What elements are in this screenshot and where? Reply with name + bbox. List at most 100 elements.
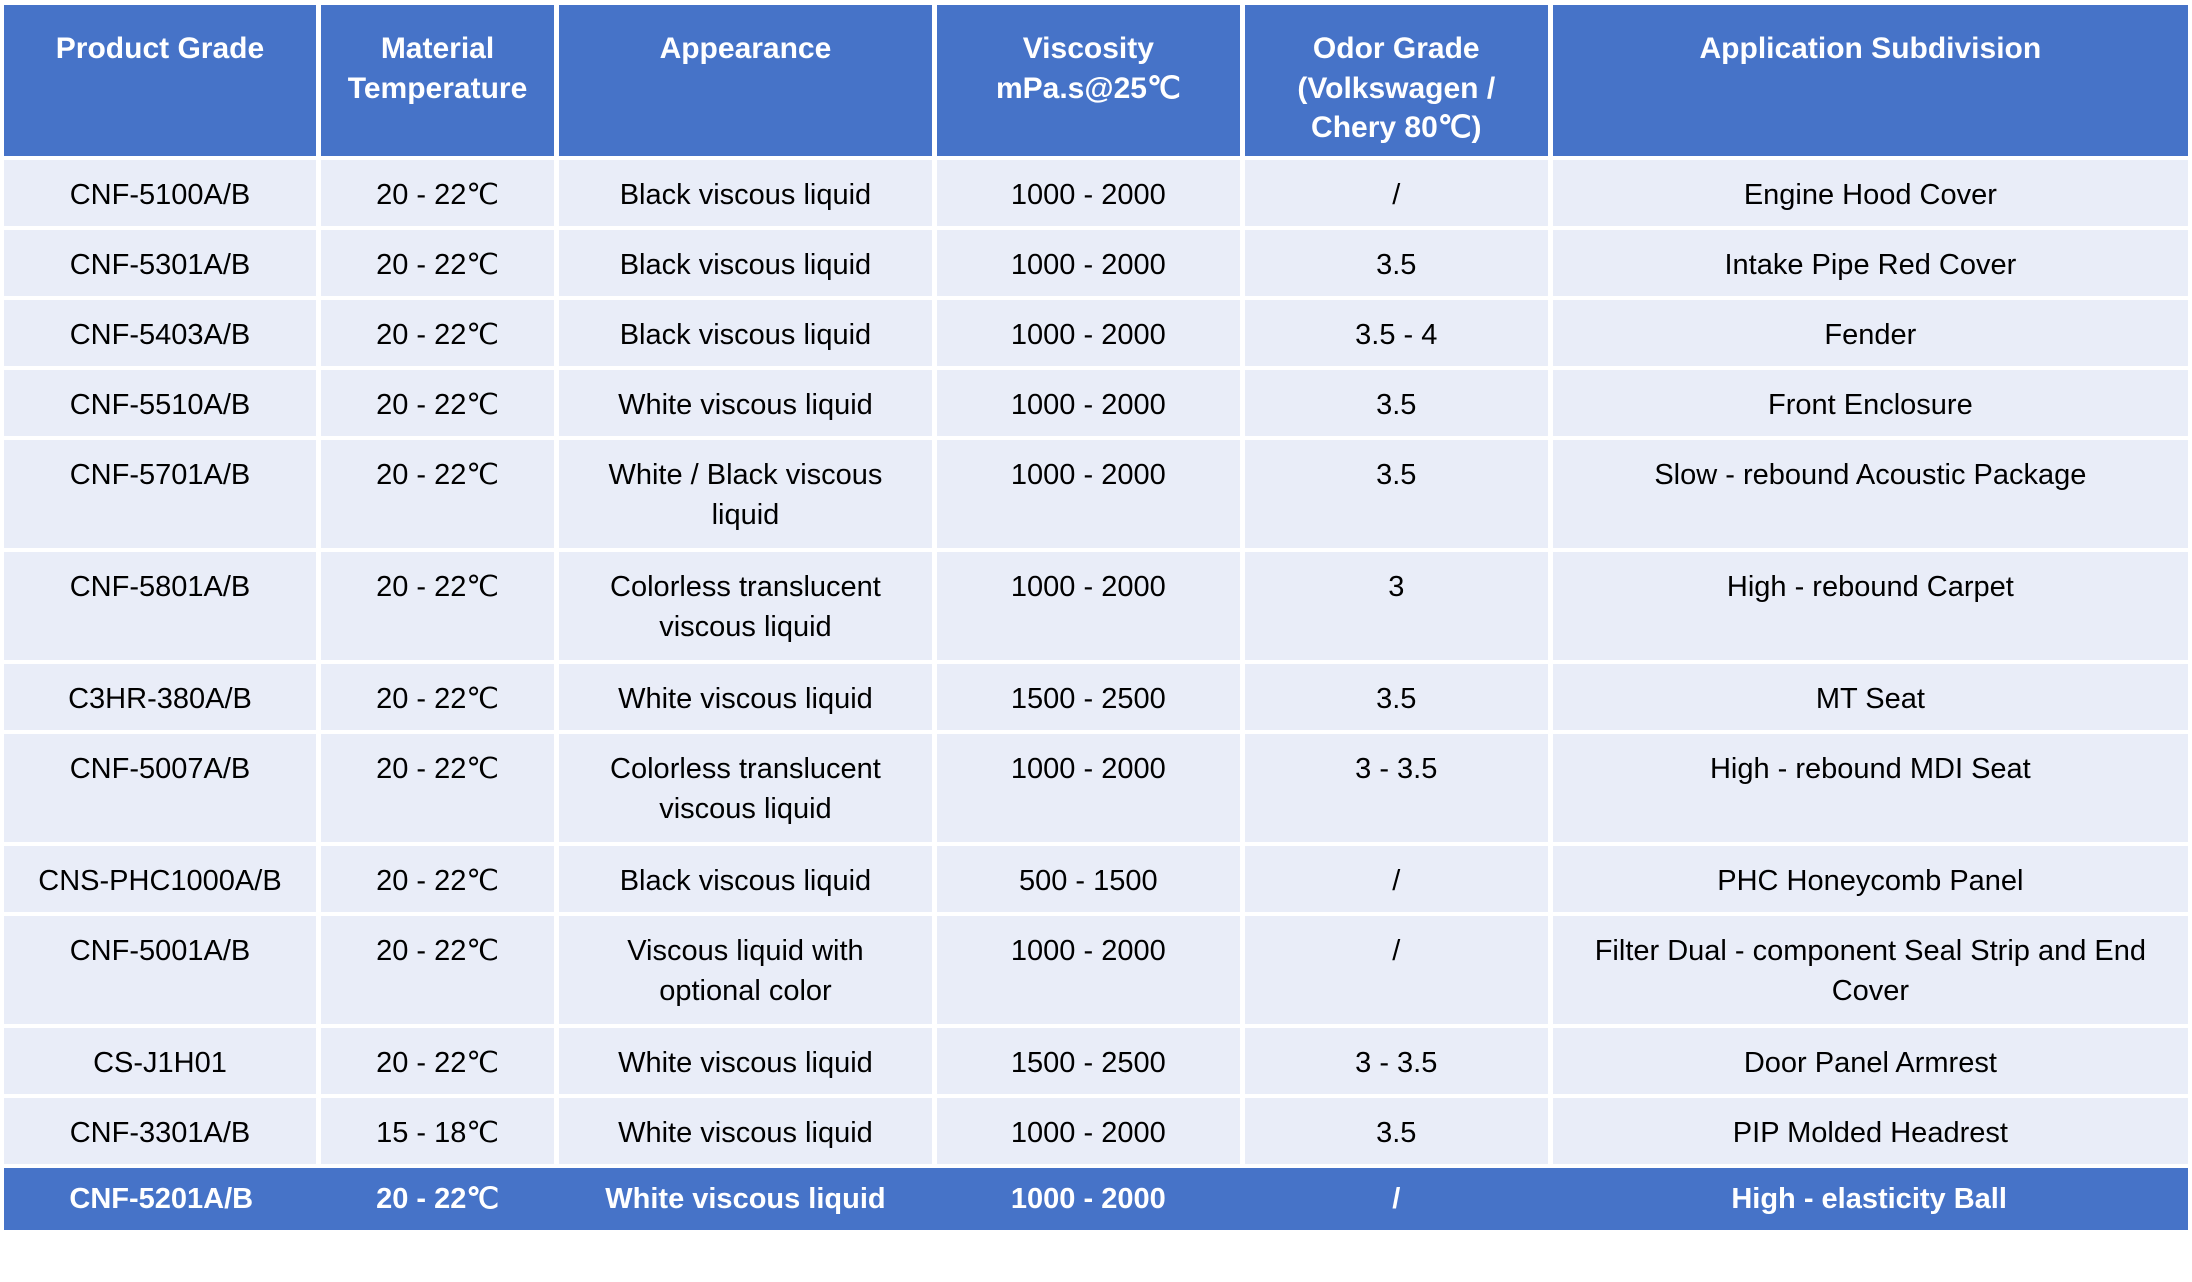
cell-grade: CNF-3301A/B <box>4 1093 321 1166</box>
cell-application: MT Seat <box>1550 659 2188 732</box>
table-row: CNF-5510A/B 20 - 22℃ White viscous liquid 1… <box>4 365 2188 438</box>
cell-odor: / <box>1242 1163 1551 1230</box>
cell-viscosity: 1000 - 2000 <box>934 729 1245 844</box>
cell-odor: 3.5 <box>1242 435 1553 550</box>
cell-grade: C3HR-380A/B <box>4 659 321 732</box>
cell-appearance: Viscous liquid with optional color <box>556 911 937 1026</box>
table-row-highlighted: CNF-5201A/B 20 - 22℃ White viscous liquid 1… <box>4 1163 2188 1230</box>
cell-application: High - elasticity Ball <box>1550 1163 2188 1230</box>
cell-appearance: White viscous liquid <box>556 659 937 732</box>
cell-odor: 3.5 <box>1242 225 1553 298</box>
cell-temp: 20 - 22℃ <box>318 547 560 662</box>
cell-appearance: Black viscous liquid <box>556 225 937 298</box>
table-row: CNF-5801A/B 20 - 22℃ Colorless translucent… <box>4 547 2188 662</box>
cell-viscosity: 1500 - 2500 <box>934 659 1245 732</box>
header-grade: Product Grade <box>4 5 321 158</box>
cell-application: PIP Molded Headrest <box>1550 1093 2188 1166</box>
cell-temp: 20 - 22℃ <box>318 911 560 1026</box>
cell-odor: 3.5 <box>1242 659 1553 732</box>
cell-viscosity: 1000 - 2000 <box>934 225 1245 298</box>
cell-odor: 3.5 <box>1242 1093 1553 1166</box>
cell-odor: 3 <box>1242 547 1553 662</box>
cell-grade: CNF-5403A/B <box>4 295 321 368</box>
cell-appearance: White viscous liquid <box>556 365 937 438</box>
table-row: CNF-5301A/B 20 - 22℃ Black viscous liquid 1… <box>4 225 2188 298</box>
cell-appearance: Colorless translucent viscous liquid <box>556 547 937 662</box>
cell-viscosity: 1000 - 2000 <box>934 295 1245 368</box>
cell-appearance: White viscous liquid <box>556 1163 935 1230</box>
cell-grade: CS-J1H01 <box>4 1023 321 1096</box>
table-row: CNF-3301A/B 15 - 18℃ White viscous liquid 1… <box>4 1093 2188 1166</box>
cell-viscosity: 1000 - 2000 <box>934 547 1245 662</box>
cell-application: Slow - rebound Acoustic Package <box>1550 435 2188 550</box>
cell-grade: CNF-5201A/B <box>4 1163 319 1230</box>
cell-application: Front Enclosure <box>1550 365 2188 438</box>
cell-temp: 20 - 22℃ <box>318 729 560 844</box>
cell-temp: 20 - 22℃ <box>318 1163 557 1230</box>
table-row: CS-J1H01 20 - 22℃ White viscous liquid 1500… <box>4 1023 2188 1096</box>
cell-application: Engine Hood Cover <box>1550 155 2188 228</box>
cell-appearance: Black viscous liquid <box>556 841 937 914</box>
cell-grade: CNS-PHC1000A/B <box>4 841 321 914</box>
cell-grade: CNF-5701A/B <box>4 435 321 550</box>
cell-application: High - rebound Carpet <box>1550 547 2188 662</box>
cell-odor: / <box>1242 911 1553 1026</box>
cell-odor: / <box>1242 841 1553 914</box>
cell-viscosity: 1000 - 2000 <box>934 911 1245 1026</box>
product-grade-table: Product Grade Material Temperature Appeara… <box>4 5 2188 1230</box>
cell-temp: 20 - 22℃ <box>318 435 560 550</box>
table-row: C3HR-380A/B 20 - 22℃ White viscous liquid 1… <box>4 659 2188 732</box>
cell-viscosity: 500 - 1500 <box>934 841 1245 914</box>
cell-grade: CNF-5007A/B <box>4 729 321 844</box>
cell-viscosity: 1000 - 2000 <box>934 365 1245 438</box>
cell-appearance: Black viscous liquid <box>556 155 937 228</box>
table-body: CNF-5100A/B 20 - 22℃ Black viscous liquid 1… <box>4 155 2188 1230</box>
table-row: CNF-5001A/B 20 - 22℃ Viscous liquid with o… <box>4 911 2188 1026</box>
cell-application: Door Panel Armrest <box>1550 1023 2188 1096</box>
cell-odor: 3 - 3.5 <box>1242 1023 1553 1096</box>
header-application: Application Subdivision <box>1550 5 2188 158</box>
cell-viscosity: 1000 - 2000 <box>934 155 1245 228</box>
table-row: CNF-5403A/B 20 - 22℃ Black viscous liquid 1… <box>4 295 2188 368</box>
table-header-row: Product Grade Material Temperature Appeara… <box>4 5 2188 158</box>
cell-application: Filter Dual - component Seal Strip and E… <box>1550 911 2188 1026</box>
cell-application: PHC Honeycomb Panel <box>1550 841 2188 914</box>
header-viscosity: Viscosity mPa.s@25℃ <box>934 5 1245 158</box>
cell-viscosity: 1500 - 2500 <box>934 1023 1245 1096</box>
cell-viscosity: 1000 - 2000 <box>934 1093 1245 1166</box>
table-row: CNF-5007A/B 20 - 22℃ Colorless translucent… <box>4 729 2188 844</box>
cell-odor: 3.5 <box>1242 365 1553 438</box>
cell-grade: CNF-5100A/B <box>4 155 321 228</box>
cell-application: Fender <box>1550 295 2188 368</box>
cell-grade: CNF-5001A/B <box>4 911 321 1026</box>
header-odor: Odor Grade (Volkswagen / Chery 80℃) <box>1242 5 1553 158</box>
cell-viscosity: 1000 - 2000 <box>934 435 1245 550</box>
header-temp: Material Temperature <box>318 5 560 158</box>
cell-appearance: White / Black viscous liquid <box>556 435 937 550</box>
cell-application: Intake Pipe Red Cover <box>1550 225 2188 298</box>
cell-temp: 20 - 22℃ <box>318 1023 560 1096</box>
cell-odor: 3 - 3.5 <box>1242 729 1553 844</box>
cell-temp: 20 - 22℃ <box>318 295 560 368</box>
cell-grade: CNF-5510A/B <box>4 365 321 438</box>
cell-grade: CNF-5301A/B <box>4 225 321 298</box>
cell-appearance: Colorless translucent viscous liquid <box>556 729 937 844</box>
cell-appearance: White viscous liquid <box>556 1093 937 1166</box>
table-row: CNF-5701A/B 20 - 22℃ White / Black viscous… <box>4 435 2188 550</box>
cell-temp: 20 - 22℃ <box>318 841 560 914</box>
cell-temp: 20 - 22℃ <box>318 225 560 298</box>
cell-appearance: Black viscous liquid <box>556 295 937 368</box>
header-appearance: Appearance <box>556 5 937 158</box>
cell-application: High - rebound MDI Seat <box>1550 729 2188 844</box>
cell-appearance: White viscous liquid <box>556 1023 937 1096</box>
cell-temp: 20 - 22℃ <box>318 155 560 228</box>
table-row: CNF-5100A/B 20 - 22℃ Black viscous liquid 1… <box>4 155 2188 228</box>
cell-temp: 20 - 22℃ <box>318 365 560 438</box>
cell-temp: 15 - 18℃ <box>318 1093 560 1166</box>
cell-viscosity: 1000 - 2000 <box>934 1163 1243 1230</box>
cell-grade: CNF-5801A/B <box>4 547 321 662</box>
cell-temp: 20 - 22℃ <box>318 659 560 732</box>
cell-odor: 3.5 - 4 <box>1242 295 1553 368</box>
table-row: CNS-PHC1000A/B 20 - 22℃ Black viscous liqu… <box>4 841 2188 914</box>
